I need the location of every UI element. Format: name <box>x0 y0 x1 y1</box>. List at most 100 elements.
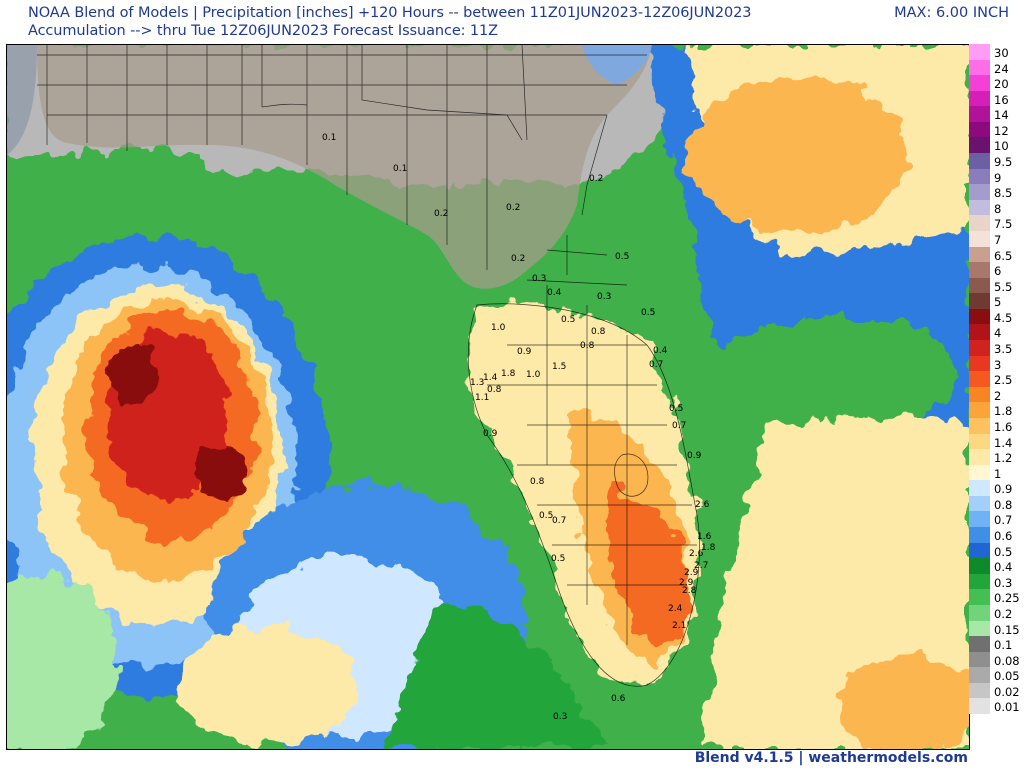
precip-value-label: 1.8 <box>501 369 516 379</box>
legend-label: 0.3 <box>994 575 1013 590</box>
precip-value-label: 0.5 <box>615 252 629 262</box>
precip-value-label: 2.9 <box>684 568 699 578</box>
precip-value-label: 1.3 <box>470 378 484 388</box>
legend-swatch <box>969 542 990 559</box>
legend-swatch <box>969 90 990 107</box>
legend-swatch <box>969 371 990 388</box>
legend-swatch <box>969 620 990 637</box>
legend-label: 12 <box>994 123 1009 138</box>
legend-label: 3.5 <box>994 342 1013 357</box>
precip-value-label: 0.5 <box>551 554 565 564</box>
precip-value-label: 0.5 <box>641 308 655 318</box>
legend-swatch <box>969 121 990 138</box>
precip-value-label: 0.5 <box>561 315 575 325</box>
precip-value-label: 0.3 <box>553 712 567 722</box>
legend-swatch <box>969 44 990 61</box>
legend-label: 8 <box>994 201 1002 216</box>
legend-swatch <box>969 511 990 528</box>
precip-value-label: 0.3 <box>532 274 546 284</box>
legend-label: 9 <box>994 170 1002 185</box>
legend-swatch <box>969 495 990 512</box>
legend-swatch <box>969 106 990 123</box>
precip-value-label: 1.0 <box>526 370 541 380</box>
legend-label: 24 <box>994 61 1009 76</box>
legend-swatch <box>969 308 990 325</box>
legend-label: 1.6 <box>994 419 1013 434</box>
precip-value-label: 0.9 <box>483 429 498 439</box>
legend-swatch <box>969 698 990 715</box>
precip-value-label: 0.4 <box>547 288 562 298</box>
legend-label: 7.5 <box>994 217 1013 232</box>
map-canvas: 0.10.10.20.20.20.20.30.4 0.30.50.50.80.80… <box>7 45 969 749</box>
legend-swatch <box>969 340 990 357</box>
legend-label: 1 <box>994 466 1002 481</box>
legend-label: 1.8 <box>994 404 1013 419</box>
precip-value-label: 0.8 <box>530 477 545 487</box>
precip-value-label: 0.5 <box>669 404 683 414</box>
legend-swatch <box>969 480 990 497</box>
precip-value-labels: 0.10.10.20.20.20.20.30.4 0.30.50.50.80.80… <box>322 133 716 722</box>
precip-value-label: 2.9 <box>679 578 694 588</box>
precip-value-label: 2.8 <box>682 586 697 596</box>
precip-value-label: 0.1 <box>322 133 336 143</box>
precip-value-label: 1.6 <box>697 532 712 542</box>
legend-swatch <box>969 277 990 294</box>
legend-label: 30 <box>994 46 1009 60</box>
legend-swatch <box>969 667 990 684</box>
precip-value-label: 1.1 <box>475 393 489 403</box>
precip-value-label: 2.6 <box>695 500 710 510</box>
legend-label: 6 <box>994 264 1002 279</box>
legend-label: 0.08 <box>994 653 1020 668</box>
precip-value-label: 1.0 <box>491 323 506 333</box>
legend-label: 0.2 <box>994 606 1013 621</box>
legend-label: 5 <box>994 295 1002 310</box>
legend-label: 4.5 <box>994 310 1013 325</box>
legend-swatch <box>969 636 990 653</box>
legend-swatch <box>969 153 990 170</box>
land-region <box>37 45 652 289</box>
legend-swatch <box>969 682 990 699</box>
legend-swatch <box>969 651 990 668</box>
legend-swatch <box>969 215 990 232</box>
legend-label: 0.4 <box>994 560 1013 575</box>
legend-label: 0.05 <box>994 669 1020 684</box>
legend-label: 0.7 <box>994 513 1013 528</box>
legend-label: 2.5 <box>994 373 1013 388</box>
legend-swatch <box>969 137 990 154</box>
precip-field <box>7 45 969 749</box>
precip-value-label: 1.8 <box>701 543 716 553</box>
legend-label: 3 <box>994 357 1002 372</box>
legend-label: 0.15 <box>994 622 1020 637</box>
precip-value-label: 0.7 <box>552 516 566 526</box>
legend-swatch <box>969 75 990 92</box>
precip-value-label: 0.8 <box>580 341 595 351</box>
credit-text: Blend v4.1.5 | weathermodels.com <box>694 750 968 766</box>
legend-label: 0.5 <box>994 544 1013 559</box>
legend-swatch <box>969 589 990 606</box>
legend-swatch <box>969 573 990 590</box>
precip-value-label: 1.4 <box>483 373 498 383</box>
precip-value-label: 0.4 <box>653 346 668 356</box>
legend-swatch <box>969 324 990 341</box>
legend-label: 9.5 <box>994 155 1013 170</box>
legend-label: 0.01 <box>994 700 1020 715</box>
legend-swatch <box>969 558 990 575</box>
header-title: NOAA Blend of Models | Precipitation [in… <box>28 5 752 21</box>
legend-swatch <box>969 168 990 185</box>
gulf-water-gray <box>7 45 37 155</box>
legend-label: 0.25 <box>994 591 1020 606</box>
color-legend: 30 24 20 16 14 12 10 9.5 9 8.5 8 7.5 7 6.5 6 5.5 5 4.5 4 3.… <box>969 44 1020 715</box>
precip-value-label: 2.7 <box>694 561 708 571</box>
precip-value-label: 0.2 <box>434 209 448 219</box>
legend-swatch <box>969 417 990 435</box>
legend-label: 14 <box>994 108 1009 123</box>
legend-swatch <box>969 449 990 466</box>
precip-value-label: 0.1 <box>393 164 407 174</box>
precip-value-label: 0.9 <box>687 451 702 461</box>
precip-value-label: 2.6 <box>689 549 704 559</box>
legend-swatch <box>969 184 990 201</box>
precip-value-label: 1.5 <box>552 362 566 372</box>
legend-swatch <box>969 293 990 310</box>
legend-swatch <box>969 59 990 76</box>
legend-label: 0.9 <box>994 482 1013 497</box>
